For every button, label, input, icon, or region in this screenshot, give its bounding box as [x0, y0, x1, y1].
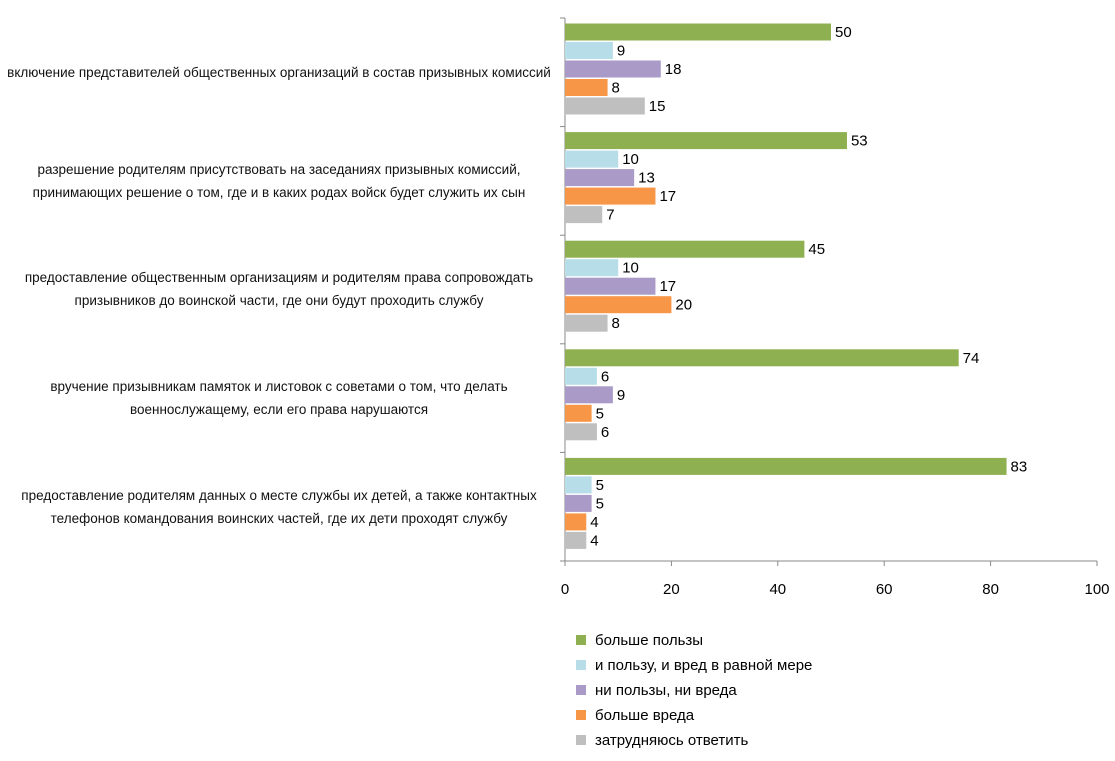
category-label: вручение призывникам памяток и листовок … [50, 379, 508, 418]
legend-label: больше вреда [595, 707, 695, 724]
data-label: 13 [638, 170, 655, 187]
data-label: 20 [675, 297, 692, 314]
bar [565, 42, 613, 59]
legend-label: затрудняюсь ответить [595, 732, 748, 749]
bar [565, 513, 587, 531]
bar [565, 349, 959, 367]
category-label: разрешение родителям присутствовать на з… [32, 161, 526, 200]
bar [565, 367, 597, 385]
bar [565, 169, 635, 187]
data-label: 10 [622, 151, 639, 168]
data-label: 15 [649, 98, 666, 115]
x-tick-label: 60 [876, 581, 893, 598]
x-tick-label: 20 [663, 581, 680, 598]
data-label: 17 [659, 188, 676, 205]
x-tick-label: 40 [769, 581, 786, 598]
data-label: 8 [612, 315, 620, 332]
bar [565, 206, 603, 224]
bar [565, 259, 619, 277]
bar [565, 457, 1007, 475]
data-label: 5 [596, 477, 604, 494]
data-label: 9 [617, 42, 625, 59]
data-label: 5 [596, 495, 604, 512]
data-label: 9 [617, 387, 625, 404]
category-label: включение представителей общественных ор… [7, 64, 551, 80]
legend-label: и пользу, и вред в равной мере [595, 657, 812, 674]
bar [565, 79, 608, 96]
data-label: 53 [851, 133, 868, 150]
data-label: 5 [596, 405, 604, 422]
bar [565, 23, 831, 41]
data-label: 45 [808, 241, 825, 258]
legend-swatch [576, 735, 586, 745]
legend-swatch [576, 710, 586, 720]
bar [565, 60, 661, 78]
bar [565, 150, 619, 168]
bar [565, 386, 613, 404]
bar [565, 423, 597, 441]
data-label: 8 [612, 79, 620, 96]
data-label: 17 [659, 278, 676, 295]
bar [565, 296, 672, 314]
bar [565, 494, 592, 512]
bar [565, 97, 645, 115]
data-label: 4 [590, 532, 598, 549]
data-label: 74 [963, 350, 980, 367]
bar [565, 531, 587, 549]
data-label: 50 [835, 24, 852, 41]
category-label: предоставление родителям данных о месте … [21, 487, 537, 526]
bar [565, 187, 656, 205]
category-label: предоставление общественным организациям… [24, 270, 534, 309]
data-label: 7 [606, 207, 614, 224]
bar [565, 132, 847, 150]
data-label: 18 [665, 61, 682, 78]
x-tick-label: 80 [982, 581, 999, 598]
data-label: 6 [601, 368, 609, 385]
data-label: 10 [622, 260, 639, 277]
bar [565, 404, 592, 422]
data-label: 4 [590, 514, 598, 531]
x-tick-label: 0 [561, 581, 569, 598]
bar [565, 476, 592, 494]
legend-swatch [576, 635, 586, 645]
legend-label: ни пользы, ни вреда [595, 682, 737, 699]
legend-label: больше пользы [595, 632, 703, 649]
bar [565, 277, 656, 295]
data-label: 6 [601, 424, 609, 441]
bar [565, 314, 608, 332]
x-tick-label: 100 [1084, 581, 1109, 598]
data-label: 83 [1011, 458, 1028, 475]
legend-swatch [576, 685, 586, 695]
legend-swatch [576, 660, 586, 670]
bar [565, 240, 805, 258]
